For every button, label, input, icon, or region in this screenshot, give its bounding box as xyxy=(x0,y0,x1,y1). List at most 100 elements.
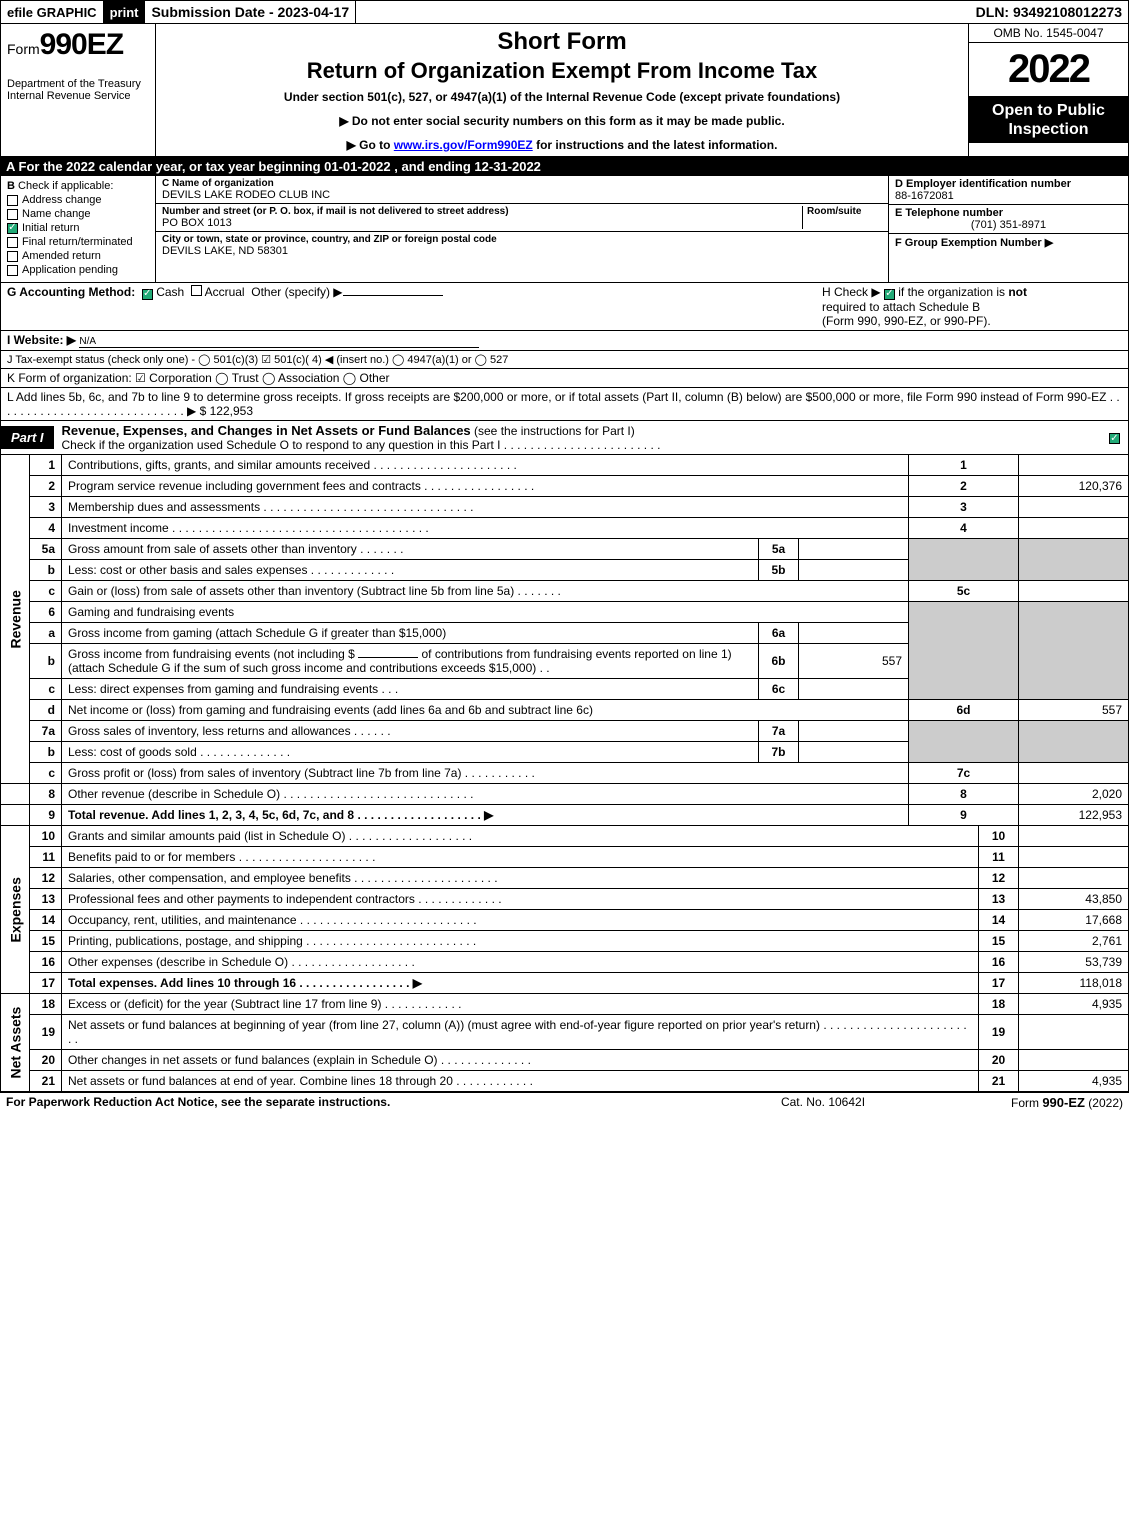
irs-label: Internal Revenue Service xyxy=(7,90,149,102)
form-code: 990EZ xyxy=(40,28,123,61)
line-16-num: 16 xyxy=(30,951,62,972)
under-section: Under section 501(c), 527, or 4947(a)(1)… xyxy=(166,90,958,104)
ein-label: D Employer identification number xyxy=(895,178,1071,190)
line-7c-col: 7c xyxy=(909,762,1019,783)
dept-label: Department of the Treasury xyxy=(7,78,149,90)
line-6-num: 6 xyxy=(30,601,62,622)
street-value: PO BOX 1013 xyxy=(162,217,802,229)
header-center: Short Form Return of Organization Exempt… xyxy=(156,24,968,156)
checkbox-final-return[interactable] xyxy=(7,237,18,248)
section-b: B Check if applicable: Address change Na… xyxy=(1,176,156,282)
line-7b-inneramt xyxy=(799,741,909,762)
line-16-col: 16 xyxy=(979,951,1019,972)
line-17-text: Total expenses. Add lines 10 through 16 … xyxy=(62,972,979,993)
part-1-title: Revenue, Expenses, and Changes in Net As… xyxy=(62,423,471,438)
section-def: D Employer identification number 88-1672… xyxy=(888,176,1128,282)
revenue-side-label: Revenue xyxy=(1,455,30,784)
i-label: I Website: ▶ xyxy=(7,333,76,347)
line-20-col: 20 xyxy=(979,1049,1019,1070)
line-4-text: Investment income . . . . . . . . . . . … xyxy=(62,517,909,538)
ssn-warning: ▶ Do not enter social security numbers o… xyxy=(166,114,958,128)
line-21-text: Net assets or fund balances at end of ye… xyxy=(62,1070,979,1091)
line-21-amt: 4,935 xyxy=(1019,1070,1129,1091)
submission-date: Submission Date - 2023-04-17 xyxy=(145,1,356,23)
h-text3: required to attach Schedule B xyxy=(822,300,980,314)
ein-value: 88-1672081 xyxy=(895,190,954,202)
cash-label: Cash xyxy=(156,285,184,299)
footer-form-suffix: (2022) xyxy=(1085,1096,1123,1110)
footer-cat-no: Cat. No. 10642I xyxy=(723,1095,923,1110)
line-10-text: Grants and similar amounts paid (list in… xyxy=(62,826,979,847)
row-j: J Tax-exempt status (check only one) - ◯… xyxy=(0,351,1129,369)
expenses-side-label: Expenses xyxy=(1,826,30,994)
line-6b-text1: Gross income from fundraising events (no… xyxy=(68,647,358,661)
name-change-label: Name change xyxy=(22,208,91,220)
checkbox-schedule-b[interactable]: ✓ xyxy=(884,289,895,300)
line-17-col: 17 xyxy=(979,972,1019,993)
line-1-text: Contributions, gifts, grants, and simila… xyxy=(62,455,909,476)
line-20-amt xyxy=(1019,1049,1129,1070)
tax-year: 2022 xyxy=(969,43,1128,97)
line-18-text: Excess or (deficit) for the year (Subtra… xyxy=(62,994,979,1015)
line-2-num: 2 xyxy=(30,475,62,496)
line-9-text: Total revenue. Add lines 1, 2, 3, 4, 5c,… xyxy=(62,804,909,825)
line-7b-num: b xyxy=(30,741,62,762)
j-text: J Tax-exempt status (check only one) - ◯… xyxy=(7,353,508,366)
tel-value: (701) 351-8971 xyxy=(895,219,1122,231)
org-name-label: C Name of organization xyxy=(162,178,882,189)
print-button[interactable]: print xyxy=(104,1,146,23)
h-not: not xyxy=(1008,285,1027,299)
group-exemption-row: F Group Exemption Number ▶ xyxy=(889,234,1128,251)
line-21-num: 21 xyxy=(30,1070,62,1091)
checkbox-schedule-o[interactable]: ✓ xyxy=(1109,433,1120,444)
efile-graphic-label: efile GRAPHIC xyxy=(1,1,104,23)
line-3-text: Membership dues and assessments . . . . … xyxy=(62,496,909,517)
line-9-col: 9 xyxy=(909,804,1019,825)
line-11-text: Benefits paid to or for members . . . . … xyxy=(62,846,979,867)
checkbox-initial-return[interactable]: ✓ xyxy=(7,223,18,234)
footer-form-code: 990-EZ xyxy=(1042,1095,1085,1110)
address-change-label: Address change xyxy=(22,194,102,206)
line-5b-text: Less: cost or other basis and sales expe… xyxy=(62,559,759,580)
line-6d-col: 6d xyxy=(909,699,1019,720)
checkbox-name-change[interactable] xyxy=(7,209,18,220)
checkbox-cash[interactable]: ✓ xyxy=(142,289,153,300)
checkbox-application-pending[interactable] xyxy=(7,265,18,276)
other-specify-field[interactable] xyxy=(343,295,443,296)
line-2-amt: 120,376 xyxy=(1019,475,1129,496)
line-11-amt xyxy=(1019,846,1129,867)
irs-link[interactable]: www.irs.gov/Form990EZ xyxy=(394,138,533,152)
l-amount: 122,953 xyxy=(210,404,253,418)
return-title: Return of Organization Exempt From Incom… xyxy=(166,58,958,84)
line-8-text: Other revenue (describe in Schedule O) .… xyxy=(62,783,909,804)
line-6a-text: Gross income from gaming (attach Schedul… xyxy=(62,622,759,643)
checkbox-address-change[interactable] xyxy=(7,195,18,206)
line-6b-blank[interactable] xyxy=(358,657,418,658)
ein-row: D Employer identification number 88-1672… xyxy=(889,176,1128,205)
form-prefix: Form xyxy=(7,41,40,57)
line-8-col: 8 xyxy=(909,783,1019,804)
line-7a-innercol: 7a xyxy=(759,720,799,741)
checkbox-amended[interactable] xyxy=(7,251,18,262)
line-5c-text: Gain or (loss) from sale of assets other… xyxy=(62,580,909,601)
line-6a-num: a xyxy=(30,622,62,643)
line-6b-text: Gross income from fundraising events (no… xyxy=(62,643,759,678)
line-17-num: 17 xyxy=(30,972,62,993)
part-1-header: Part I Revenue, Expenses, and Changes in… xyxy=(0,421,1129,455)
line-19-num: 19 xyxy=(30,1014,62,1049)
line-16-amt: 53,739 xyxy=(1019,951,1129,972)
line-19-amt xyxy=(1019,1014,1129,1049)
line-6b-inneramt: 557 xyxy=(799,643,909,678)
line-11-col: 11 xyxy=(979,846,1019,867)
shade-6b xyxy=(1019,601,1129,699)
shade-7b xyxy=(1019,720,1129,762)
section-c: C Name of organization DEVILS LAKE RODEO… xyxy=(156,176,888,282)
line-5b-inneramt xyxy=(799,559,909,580)
line-1-num: 1 xyxy=(30,455,62,476)
checkbox-accrual[interactable] xyxy=(191,285,202,296)
street-label: Number and street (or P. O. box, if mail… xyxy=(162,206,802,217)
row-k: K Form of organization: ☑ Corporation ◯ … xyxy=(0,369,1129,388)
expenses-table: Expenses 10 Grants and similar amounts p… xyxy=(0,826,1129,994)
line-5c-col: 5c xyxy=(909,580,1019,601)
footer-left: For Paperwork Reduction Act Notice, see … xyxy=(6,1095,723,1110)
